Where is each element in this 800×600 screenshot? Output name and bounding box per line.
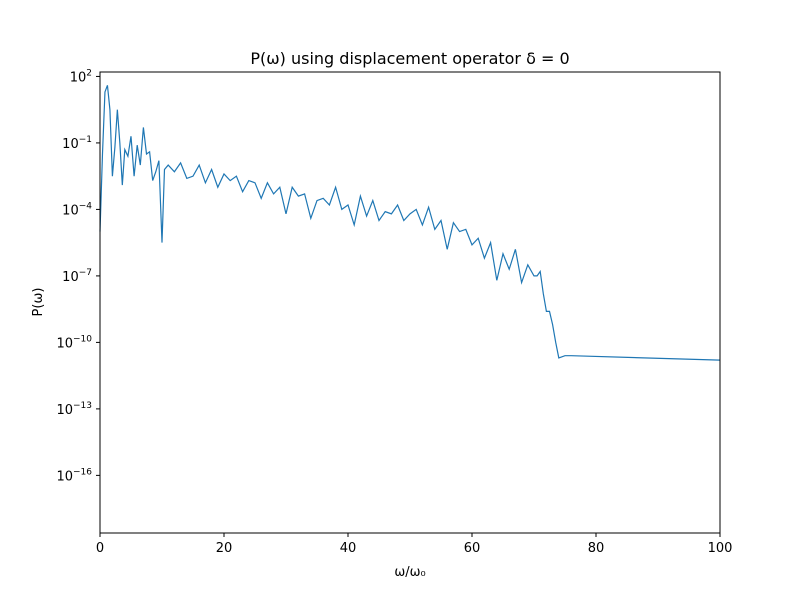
series-line [99,85,721,361]
y-tick-label: 10−7 [62,268,92,285]
y-tick-label: 10−16 [56,467,92,484]
x-tick-label: 0 [96,541,104,556]
x-tick-label: 40 [340,541,357,556]
x-tick-label: 100 [708,541,733,556]
y-tick-label: 10−4 [62,201,92,218]
y-tick-label: 10−13 [56,401,92,418]
axes-frame [99,71,721,534]
x-axis-ticks: 0 20 40 60 80 100 [96,533,733,556]
chart-title: P(ω) using displacement operator δ = 0 [250,49,569,68]
y-tick-label: 10−1 [62,135,92,152]
x-tick-label: 80 [588,541,605,556]
y-axis-label: P(ω) [31,288,46,317]
y-tick-label: 102 [70,68,92,85]
x-tick-label: 60 [464,541,481,556]
x-axis-label: ω/ω₀ [394,565,425,580]
y-axis-ticks: 102 10−1 10−4 10−7 10−10 10−13 10−16 [56,68,100,484]
x-tick-label: 20 [216,541,233,556]
plot-area [99,85,721,361]
y-tick-label: 10−10 [56,334,92,351]
